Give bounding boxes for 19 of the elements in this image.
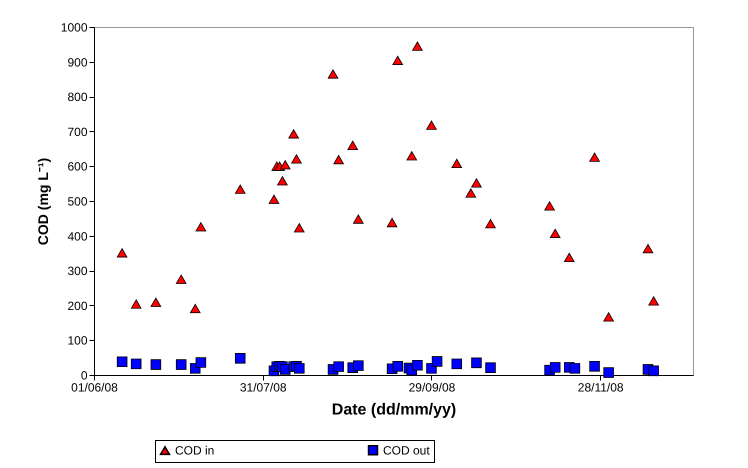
x-axis-title: Date (dd/mm/yy): [332, 402, 456, 418]
x-tick-label: 28/11/08: [578, 380, 624, 394]
legend-label: COD in: [175, 444, 214, 458]
x-tick-label: 29/09/08: [408, 380, 456, 394]
y-tick-label: 900: [67, 55, 88, 70]
x-tick-label: 31/07/08: [240, 380, 287, 394]
y-tick-label: 500: [67, 194, 88, 208]
y-tick-label: 200: [67, 298, 88, 313]
y-tick-label: 1000: [60, 20, 88, 34]
y-axis-title: COD (mg L⁻¹): [34, 158, 51, 246]
x-tick-label: 01/06/08: [71, 380, 118, 394]
y-tick-label: 600: [67, 160, 88, 174]
y-tick-label: 100: [67, 334, 88, 348]
y-tick-label: 700: [67, 124, 88, 139]
y-tick-label: 800: [67, 90, 88, 104]
y-tick-label: 0: [80, 368, 88, 382]
y-tick-label: 300: [67, 264, 88, 278]
y-tick-label: 400: [67, 229, 88, 244]
legend-label: COD out: [383, 443, 430, 458]
